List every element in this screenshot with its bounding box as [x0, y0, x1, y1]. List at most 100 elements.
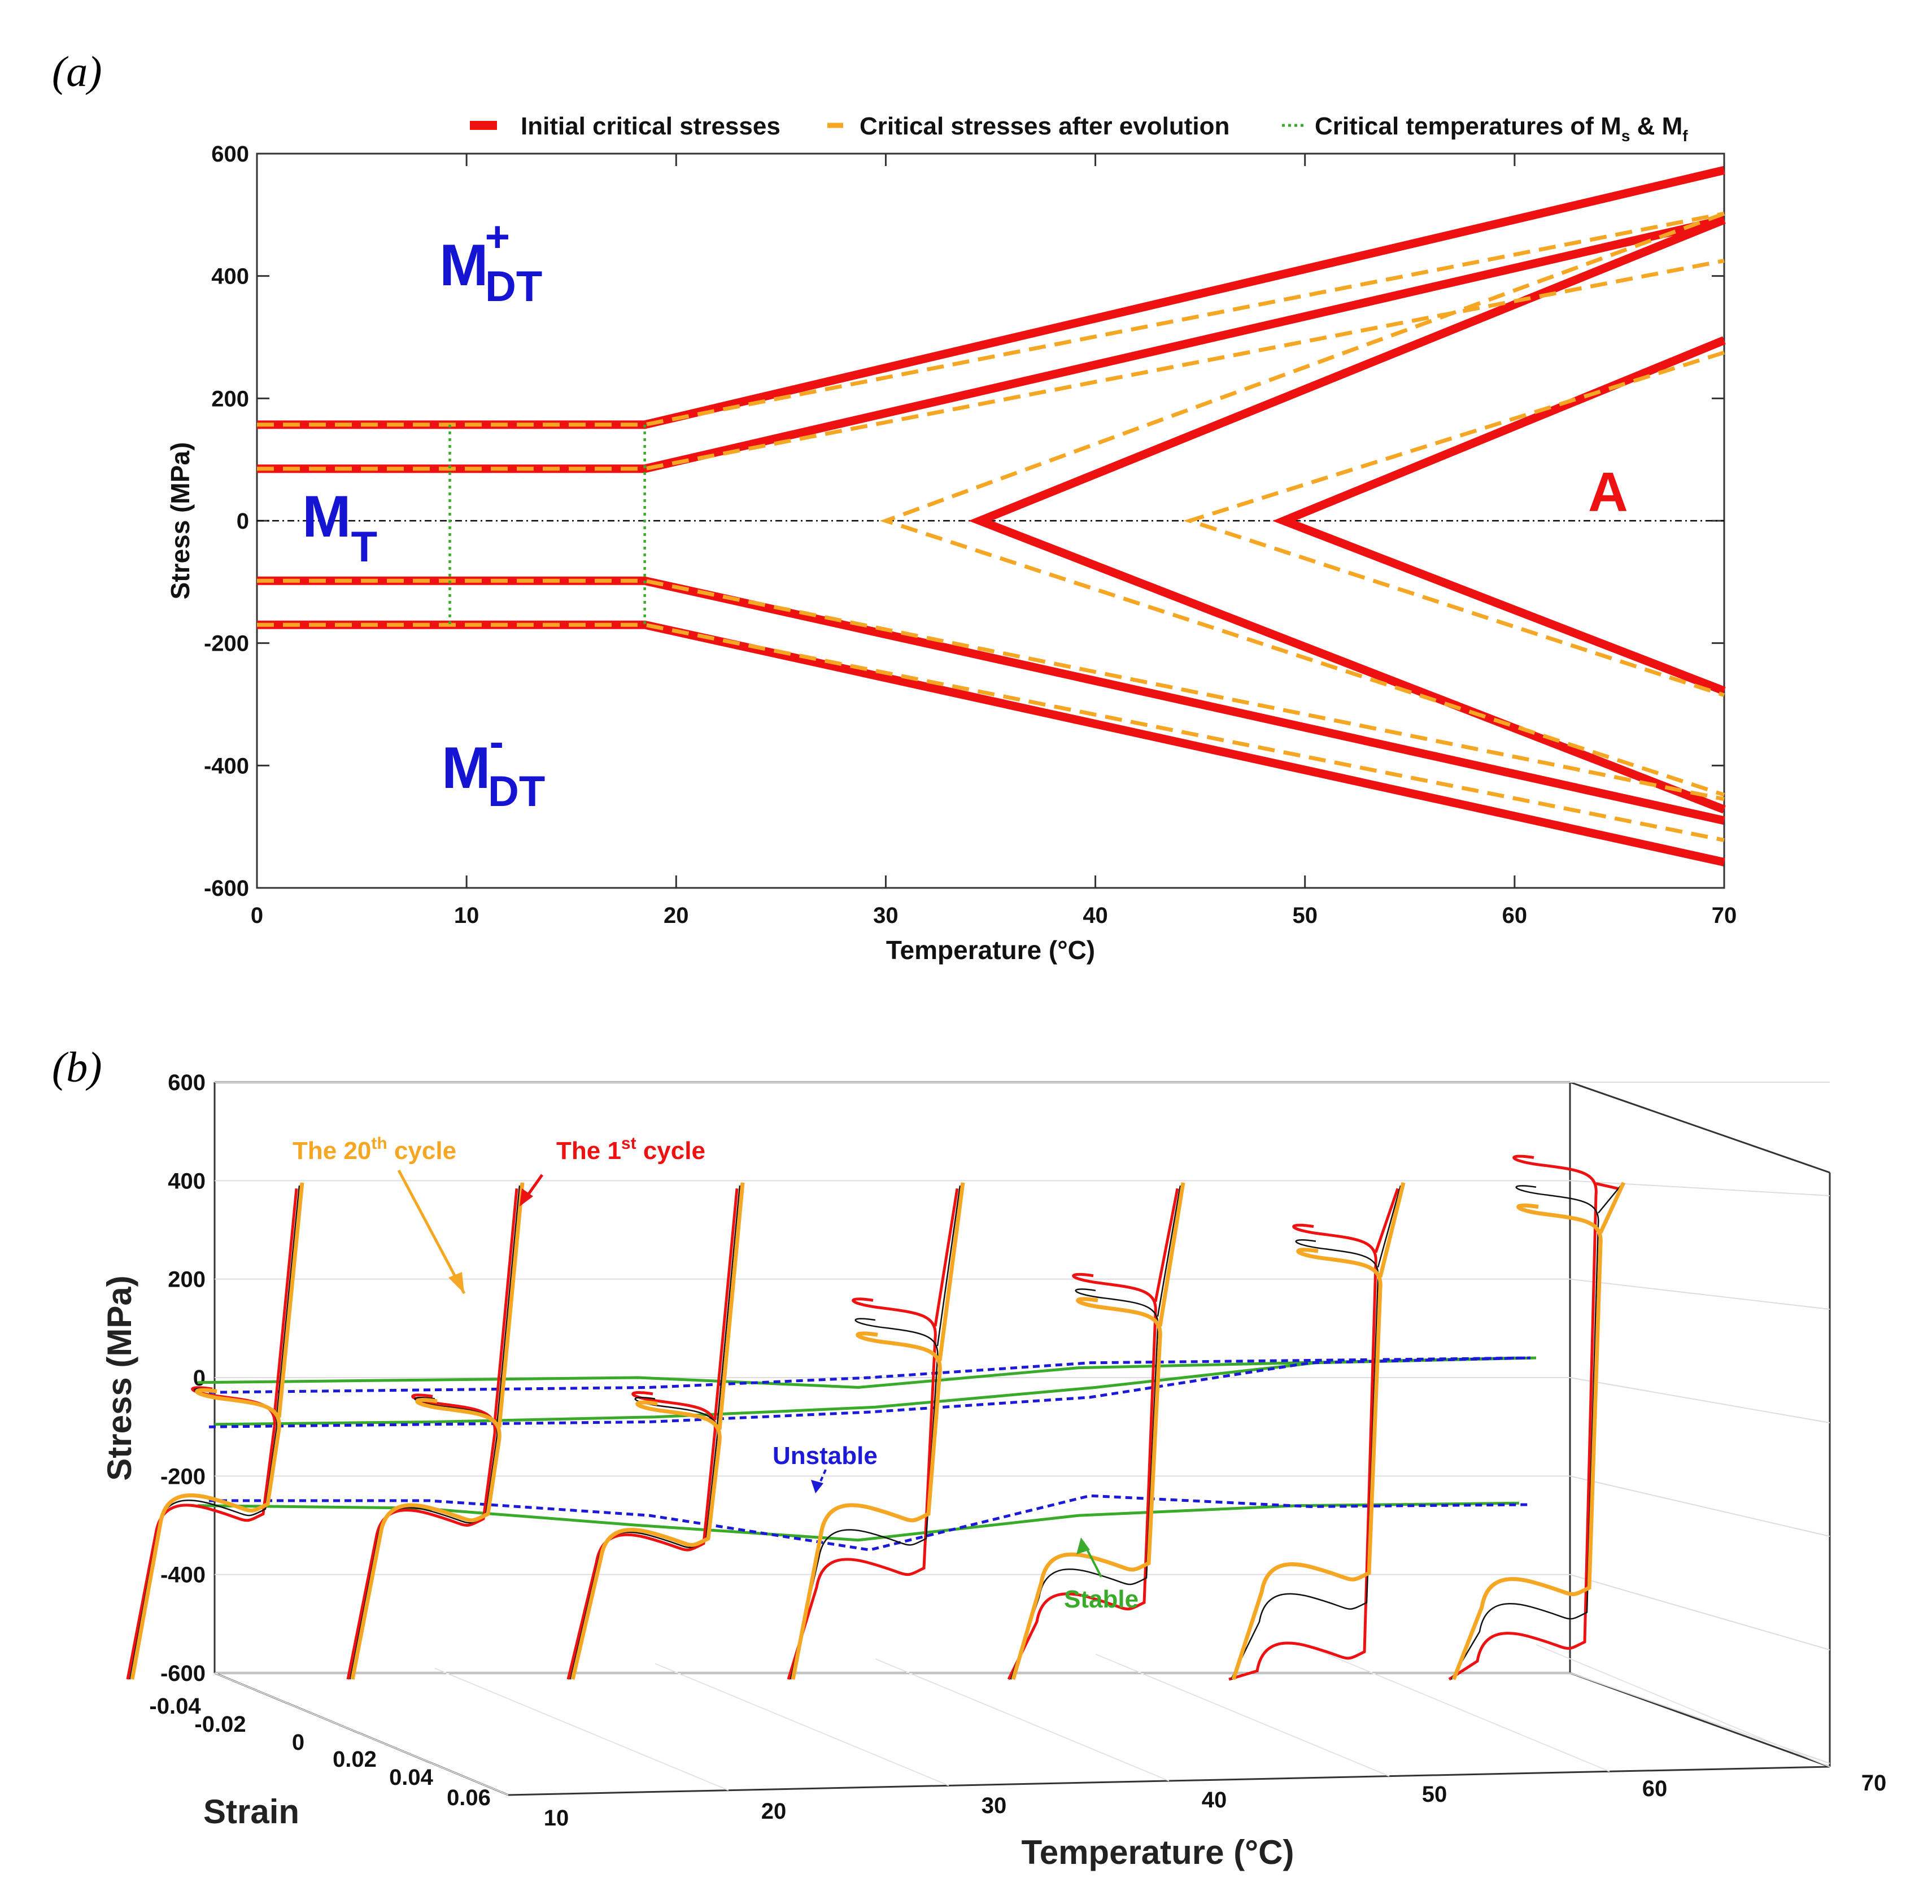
- z-tick-label-b-4: 200: [168, 1267, 206, 1292]
- x-tick-label-a-4: 40: [1083, 903, 1108, 928]
- annotation-20th-cycle: The 20th cycle: [293, 1134, 456, 1165]
- stable-upper-line: [197, 1356, 1520, 1389]
- y-tick-label-a-4: 200: [211, 386, 249, 411]
- hysteresis-loops: [126, 1154, 1626, 1681]
- annotation-1st-cycle: The 1st cycle: [556, 1134, 705, 1165]
- x-grid-b-1: [434, 1667, 729, 1791]
- y-tick-label-a-0: -600: [204, 876, 249, 901]
- z-grid-side-b-0: [1569, 1672, 1830, 1764]
- x-tick-label-b-1: 20: [761, 1799, 787, 1824]
- critical-stresses-after-evolution-1: [257, 259, 1725, 471]
- x-grid-b-4: [1095, 1653, 1390, 1777]
- x-tick-label-b-4: 50: [1422, 1782, 1447, 1807]
- critical-stresses-after-evolution-3: [257, 622, 1725, 842]
- x-tick-label-a-6: 60: [1502, 903, 1528, 928]
- y-tick-label-a-3: 0: [237, 509, 249, 534]
- y-tick-label-a-5: 400: [211, 264, 249, 289]
- arrowhead-unstable: [811, 1480, 823, 1493]
- the-1st-cycle-loop-30: [566, 1188, 739, 1680]
- z-grid-side-b-2: [1569, 1475, 1830, 1537]
- the-1st-cycle-loop-70: [1448, 1154, 1619, 1681]
- legend-a: Initial critical stresses Critical stres…: [470, 112, 1688, 145]
- strain-tick-label-b-2: 0: [292, 1730, 304, 1755]
- z-tick-label-b-3: 0: [193, 1366, 206, 1391]
- tick-labels-b: -600 -400 -200 0 200 400 600 10 20 30 40 50 60 70 -0.0…: [149, 1070, 1886, 1831]
- tick-labels-a: 0 10 20 30 40 50 60 70 -600 -400 -200 0 200 400 600: [204, 142, 1737, 928]
- z-tick-label-b-0: -600: [160, 1661, 206, 1686]
- z-axis-title-b: Stress (MPa): [101, 1275, 138, 1480]
- the-20th-cycle-loop-30: [570, 1182, 745, 1680]
- legend-initial-label: Initial critical stresses: [521, 112, 780, 140]
- initial-critical-stresses-1: [257, 215, 1725, 473]
- x-tick-label-a-0: 0: [251, 903, 263, 928]
- strain-tick-label-b-5: 0.06: [447, 1785, 491, 1810]
- unstable-lower-line: [209, 1494, 1531, 1552]
- strain-axis-title-b: Strain: [203, 1793, 299, 1831]
- z-tick-label-b-6: 600: [168, 1070, 206, 1095]
- x-tick-label-b-0: 10: [544, 1806, 569, 1831]
- critical-stresses-after-evolution-5: [1183, 350, 1725, 698]
- x-tick-label-a-3: 30: [873, 903, 899, 928]
- the-1st-cycle-loop-50: [1007, 1188, 1179, 1680]
- x-tick-label-b-3: 40: [1202, 1788, 1227, 1812]
- x-tick-label-b-6: 70: [1861, 1771, 1887, 1796]
- x-tick-label-b-2: 30: [982, 1793, 1007, 1818]
- panel-a: (a) Initial critical stresses Critical s…: [52, 48, 1737, 965]
- x-tick-label-a-7: 70: [1712, 903, 1737, 928]
- intermediate-cycles-loop-50: [1010, 1185, 1181, 1680]
- region-labels-a: M+ DT MT M-DT A: [302, 213, 1628, 816]
- series-a: [257, 166, 1726, 866]
- panel-b-label: (b): [52, 1044, 102, 1091]
- x-grid-b-5: [1315, 1649, 1610, 1772]
- y-tick-label-a-1: -400: [204, 753, 249, 778]
- strain-tick-label-b-3: 0.02: [333, 1747, 377, 1772]
- x-tick-label-a-5: 50: [1292, 903, 1318, 928]
- x-tick-label-a-2: 20: [664, 903, 689, 928]
- legend-critical-temp-label: Critical temperatures of Ms & Mf: [1315, 112, 1688, 145]
- arrow-20th-cycle: [397, 1169, 466, 1295]
- the-20th-cycle-loop-70: [1451, 1182, 1626, 1680]
- annotation-stable: Stable: [1064, 1585, 1139, 1613]
- the-1st-cycle-loop-40: [787, 1188, 959, 1680]
- intermediate-cycles-loop-70: [1450, 1185, 1621, 1680]
- the-20th-cycle-loop-10: [130, 1182, 304, 1680]
- intermediate-cycles-loop-40: [790, 1185, 961, 1680]
- critical-stresses-after-evolution-4: [879, 211, 1725, 797]
- strain-tick-label-b-1: -0.02: [194, 1712, 246, 1737]
- the-20th-cycle-loop-50: [1011, 1182, 1185, 1680]
- strain-tick-label-b-0: -0.04: [149, 1694, 201, 1719]
- z-grid-side-b-5: [1569, 1180, 1830, 1196]
- intermediate-cycles-loop-60: [1230, 1185, 1402, 1680]
- region-austenite: A: [1588, 461, 1628, 523]
- legend-evolved-label: Critical stresses after evolution: [860, 112, 1229, 140]
- arrowhead-stable: [1076, 1537, 1090, 1554]
- z-grid-side-b-3: [1569, 1377, 1830, 1423]
- unstable-upper-line: [208, 1356, 1531, 1394]
- region-m-t: MT: [302, 484, 377, 571]
- the-1st-cycle-loop-60: [1228, 1188, 1399, 1681]
- region-m-dt-plus: M+ DT: [439, 213, 542, 311]
- the-20th-cycle-loop-40: [791, 1182, 965, 1680]
- x-tick-label-b-5: 60: [1642, 1776, 1668, 1801]
- z-tick-label-b-1: -400: [160, 1563, 206, 1588]
- unstable-middle-line: [208, 1356, 1531, 1428]
- z-tick-label-b-5: 400: [168, 1169, 206, 1193]
- critical-stresses-after-evolution-2: [257, 578, 1725, 801]
- x-grid-b-2: [655, 1663, 949, 1787]
- z-tick-label-b-2: -200: [160, 1464, 206, 1489]
- arrowhead-20th-cycle: [448, 1272, 464, 1293]
- arrowhead-1st-cycle: [520, 1188, 533, 1206]
- y-tick-label-a-2: -200: [204, 631, 249, 656]
- strain-tick-label-b-4: 0.04: [389, 1765, 434, 1790]
- initial-critical-stresses-3: [257, 620, 1725, 866]
- y-axis-title-a: Stress (MPa): [165, 442, 195, 600]
- x-grid-b-0: [214, 1672, 509, 1796]
- x-tick-label-a-1: 10: [454, 903, 479, 928]
- frame-top-right: [1569, 1081, 1830, 1174]
- x-grid-b-6: [1536, 1644, 1830, 1767]
- initial-critical-stresses-5: [1272, 336, 1726, 695]
- x-axis-title-a: Temperature (°C): [886, 935, 1095, 965]
- panel-a-label: (a): [52, 48, 102, 95]
- box-frame-b: [213, 1081, 1831, 1796]
